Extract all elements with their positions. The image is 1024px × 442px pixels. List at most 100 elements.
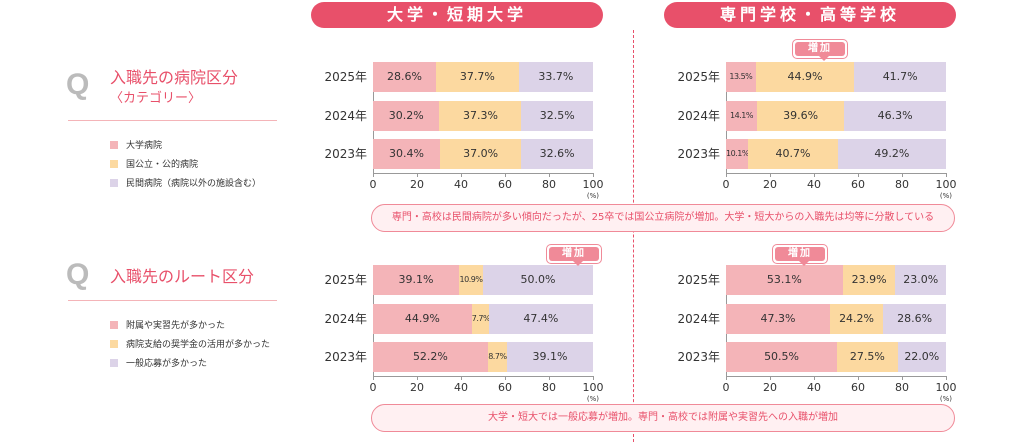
tick-mark	[858, 376, 859, 380]
tick-mark	[814, 173, 815, 177]
year-label: 2024年	[324, 109, 367, 123]
q-icon: Q	[66, 68, 90, 101]
bar-segment: 50.5%	[726, 342, 838, 372]
bar-segment: 14.1%	[726, 101, 758, 131]
tick-mark	[505, 173, 506, 177]
unit-label: (%)	[586, 192, 599, 200]
tick-mark	[770, 173, 771, 177]
legend-swatch	[110, 358, 118, 367]
bar-segment: 37.7%	[435, 62, 519, 92]
increase-badge: 増加	[772, 244, 828, 266]
bar-segment: 50.0%	[482, 265, 593, 295]
x-axis	[726, 376, 946, 377]
tick-mark	[461, 376, 462, 380]
year-label: 2024年	[677, 312, 720, 326]
x-axis	[373, 376, 593, 377]
tick-mark	[417, 173, 418, 177]
q-icon: Q	[66, 258, 90, 291]
tick-mark	[902, 173, 903, 177]
year-label: 2023年	[677, 147, 720, 161]
bar-segment: 47.4%	[488, 304, 593, 334]
bar-row: 2025年 13.5% 44.9% 41.7%	[677, 62, 946, 92]
tick-label: 0	[369, 178, 377, 191]
legend-label: 大学病院	[126, 141, 163, 151]
legend-swatch	[110, 339, 118, 348]
unit-label: (%)	[939, 192, 952, 200]
bar-row: 2024年 44.9% 7.7% 47.4%	[324, 304, 593, 334]
legend-label: 民間病院（病院以外の施設含む）	[126, 179, 262, 189]
year-label: 2024年	[324, 312, 367, 326]
tick-mark	[902, 376, 903, 380]
chart-route-vocational: 2025年 53.1% 23.9% 23.0% 2024年 47.3% 24.2% 28.6%…	[677, 265, 957, 403]
tick-mark	[946, 173, 947, 177]
bar-segment: 44.9%	[373, 304, 472, 334]
bar-segment: 39.1%	[373, 265, 460, 295]
x-axis	[726, 173, 946, 174]
year-label: 2023年	[324, 350, 367, 364]
bar-segment: 46.3%	[844, 101, 946, 131]
bar-segment: 39.6%	[757, 101, 845, 131]
tick-mark	[461, 173, 462, 177]
section-title: 入職先の病院区分	[110, 68, 239, 87]
bar-segment: 37.0%	[439, 139, 522, 169]
bar-row: 2025年 39.1% 10.9% 50.0%	[324, 265, 593, 295]
bar-segment: 32.6%	[521, 139, 593, 169]
tick-mark	[505, 376, 506, 380]
tick-label: 80	[542, 178, 556, 191]
bar-segment: 22.0%	[897, 342, 946, 372]
legend-item: 病院支給の奨学金の活用が多かった	[110, 337, 270, 350]
year-label: 2023年	[677, 350, 720, 364]
year-label: 2024年	[677, 109, 720, 123]
bar-row: 2023年 30.4% 37.0% 32.6%	[324, 139, 593, 169]
tick-label: 0	[722, 178, 730, 191]
tick-label: 100	[935, 381, 957, 394]
legend-item: 一般応募が多かった	[110, 356, 207, 369]
tick-mark	[417, 376, 418, 380]
summary-note: 専門・高校は民間病院が多い傾向だったが、25卒では国公立病院が増加。大学・短大か…	[371, 204, 955, 232]
tick-label: 80	[895, 381, 909, 394]
tick-label: 100	[582, 178, 604, 191]
tick-mark	[814, 376, 815, 380]
bar-segment: 37.3%	[439, 101, 522, 131]
bar-row: 2023年 50.5% 27.5% 22.0%	[677, 342, 946, 372]
year-label: 2023年	[324, 147, 367, 161]
year-label: 2025年	[677, 70, 720, 84]
tick-mark	[593, 173, 594, 177]
bar-row: 2025年 28.6% 37.7% 33.7%	[324, 62, 593, 92]
tick-label: 100	[582, 381, 604, 394]
tick-label: 80	[542, 381, 556, 394]
bar-segment: 33.7%	[518, 62, 593, 92]
tick-label: 0	[369, 381, 377, 394]
tick-label: 40	[454, 178, 468, 191]
bar-row: 2023年 10.1% 40.7% 49.2%	[677, 139, 946, 169]
bar-segment: 41.7%	[854, 62, 946, 92]
year-label: 2025年	[324, 273, 367, 287]
bar-segment: 10.1%	[726, 139, 749, 169]
bar-segment: 27.5%	[837, 342, 898, 372]
bar-segment: 44.9%	[755, 62, 855, 92]
tick-mark	[946, 376, 947, 380]
section-title: 入職先のルート区分	[110, 267, 255, 286]
unit-label: (%)	[939, 395, 952, 403]
tick-mark	[726, 376, 727, 380]
tick-mark	[549, 376, 550, 380]
year-label: 2025年	[677, 273, 720, 287]
increase-label: 増加	[795, 42, 845, 56]
legend-swatch	[110, 178, 118, 187]
bar-segment: 30.4%	[373, 139, 440, 169]
tick-label: 40	[807, 381, 821, 394]
bar-segment: 47.3%	[726, 304, 830, 334]
bar-segment: 8.7%	[487, 342, 507, 372]
bar-row: 2025年 53.1% 23.9% 23.0%	[677, 265, 946, 295]
bar-segment: 30.2%	[373, 101, 440, 131]
chart-category-vocational: 2025年 13.5% 44.9% 41.7% 2024年 14.1% 39.6% 46.3%…	[677, 62, 957, 200]
bar-segment: 49.2%	[837, 139, 946, 169]
bar-row: 2024年 47.3% 24.2% 28.6%	[677, 304, 946, 334]
bar-segment: 32.5%	[521, 101, 593, 131]
section-subtitle: 〈カテゴリー〉	[110, 91, 202, 106]
bar-segment: 7.7%	[471, 304, 491, 334]
legend-swatch	[110, 159, 118, 168]
tick-mark	[858, 173, 859, 177]
header-vocational: 専門学校・高等学校	[664, 2, 956, 28]
bar-segment: 53.1%	[726, 265, 843, 295]
